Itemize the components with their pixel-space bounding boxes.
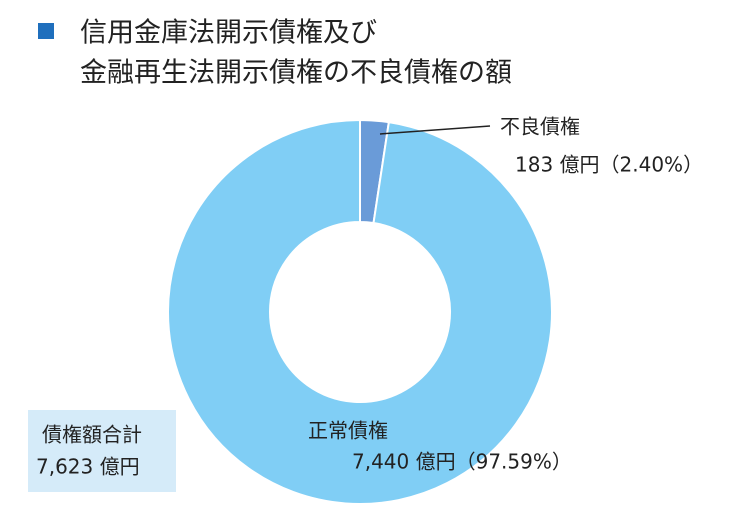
total-value: 7,623 億円	[36, 455, 140, 479]
slice-label: 不良債権	[500, 115, 580, 139]
chart-title: 金融再生法開示債権の不良債権の額	[80, 58, 512, 89]
value-label: 183 億円（2.40%）	[515, 153, 703, 177]
title-marker	[38, 23, 54, 39]
value-label: 7,440 億円（97.59%）	[352, 450, 572, 474]
donut-slice	[167, 118, 553, 505]
leader-line	[379, 125, 491, 135]
total-box	[28, 410, 176, 492]
donut	[167, 118, 553, 505]
total-label: 債権額合計	[42, 423, 142, 447]
chart-title: 信用金庫法開示債権及び	[80, 18, 377, 49]
slice-label: 正常債権	[308, 419, 388, 443]
